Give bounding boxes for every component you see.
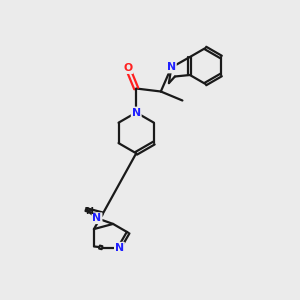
Text: N: N — [92, 213, 102, 223]
Text: O: O — [123, 63, 132, 73]
Text: N: N — [132, 107, 141, 118]
Text: H: H — [85, 207, 93, 216]
Text: N: N — [167, 62, 176, 73]
Text: N: N — [115, 243, 124, 253]
